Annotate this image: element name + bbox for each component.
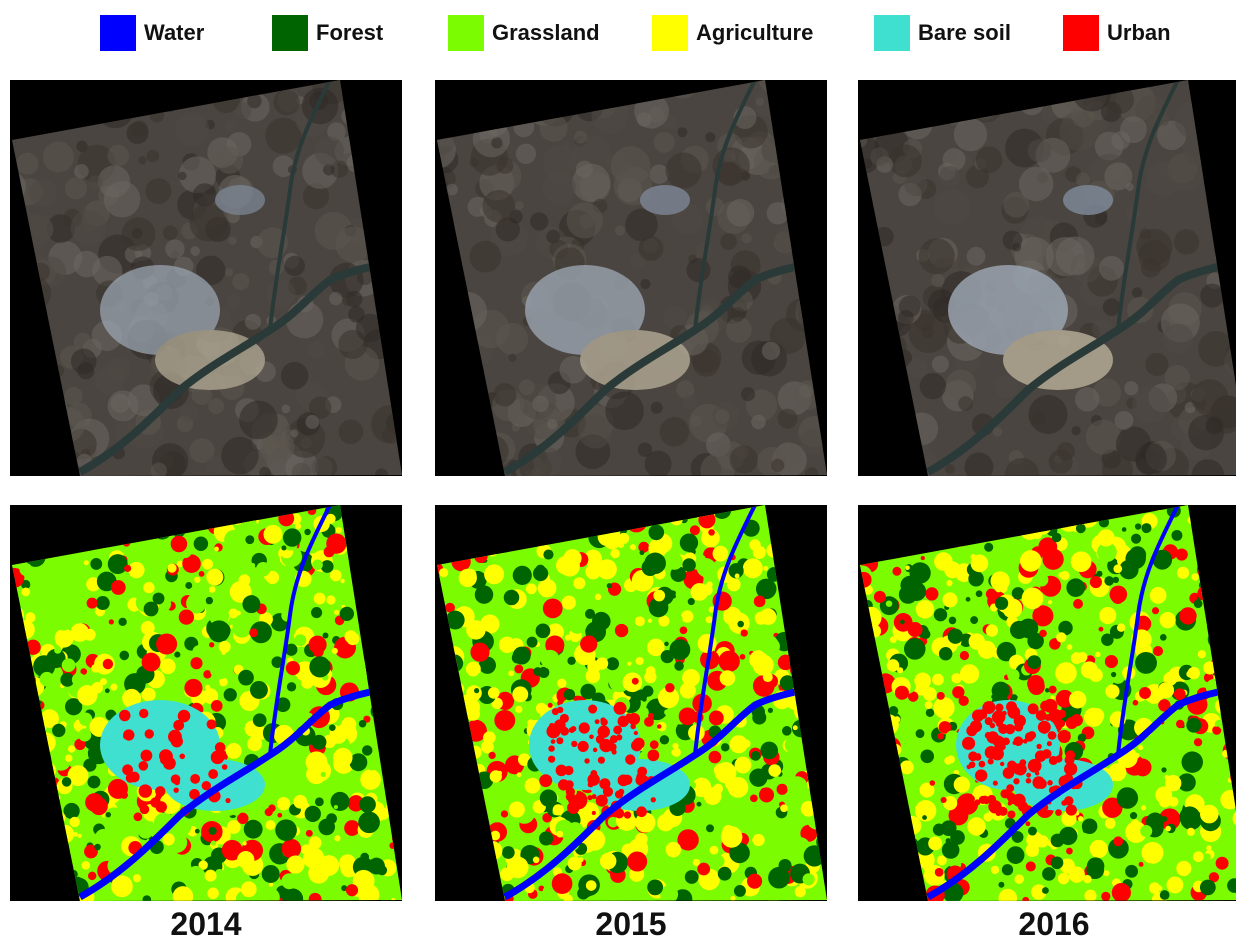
satellite-image-svg <box>860 80 1236 476</box>
urban-swatch <box>1063 15 1099 51</box>
year-label-2014: 2014 <box>170 906 242 942</box>
legend-item-agriculture: Agriculture <box>652 14 813 52</box>
satellite-image-2014 <box>10 80 402 476</box>
bare-soil-swatch <box>874 15 910 51</box>
classified-map-svg <box>437 505 827 901</box>
classified-map-2015 <box>435 505 827 901</box>
legend-item-forest: Forest <box>272 14 383 52</box>
legend-label-water: Water <box>144 20 205 45</box>
legend-label-bare-soil: Bare soil <box>918 20 1011 45</box>
satellite-image-2016 <box>858 80 1236 476</box>
legend-label-agriculture: Agriculture <box>696 20 814 45</box>
agriculture-swatch <box>652 15 688 51</box>
legend-label-grassland: Grassland <box>492 20 600 45</box>
legend-item-urban: Urban <box>1063 14 1171 52</box>
year-label-2016: 2016 <box>1018 906 1090 942</box>
classified-map-svg <box>12 505 402 901</box>
satellite-image-2015 <box>435 80 827 476</box>
legend-item-water: Water <box>100 14 204 52</box>
legend-item-bare-soil: Bare soil <box>874 14 1011 52</box>
satellite-image-svg <box>12 80 402 476</box>
legend: Water Forest Grassland Agriculture Bare … <box>0 14 1236 54</box>
classified-map-2016 <box>858 505 1236 901</box>
grassland-swatch <box>448 15 484 51</box>
water-swatch <box>100 15 136 51</box>
legend-label-forest: Forest <box>316 20 384 45</box>
year-label-2015: 2015 <box>595 906 667 942</box>
legend-label-urban: Urban <box>1107 20 1171 45</box>
satellite-image-svg <box>437 80 827 476</box>
forest-swatch <box>272 15 308 51</box>
classified-map-2014 <box>10 505 402 901</box>
legend-item-grassland: Grassland <box>448 14 600 52</box>
classified-map-svg <box>860 505 1236 901</box>
